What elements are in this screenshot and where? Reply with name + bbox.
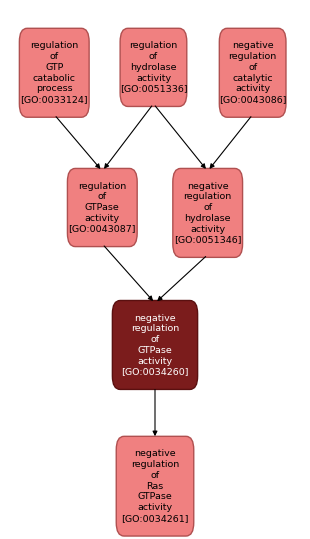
Text: negative
regulation
of
hydrolase
activity
[GO:0051346]: negative regulation of hydrolase activit… <box>174 182 241 244</box>
FancyBboxPatch shape <box>116 437 194 536</box>
Text: negative
regulation
of
catalytic
activity
[GO:0043086]: negative regulation of catalytic activit… <box>219 42 286 104</box>
FancyBboxPatch shape <box>112 301 198 389</box>
FancyBboxPatch shape <box>120 28 187 107</box>
Text: regulation
of
GTP
catabolic
process
[GO:0033124]: regulation of GTP catabolic process [GO:… <box>20 42 88 104</box>
FancyBboxPatch shape <box>219 28 286 118</box>
Text: regulation
of
hydrolase
activity
[GO:0051336]: regulation of hydrolase activity [GO:005… <box>120 42 187 93</box>
FancyBboxPatch shape <box>173 168 242 258</box>
Text: negative
regulation
of
GTPase
activity
[GO:0034260]: negative regulation of GTPase activity [… <box>121 314 189 376</box>
Text: negative
regulation
of
Ras
GTPase
activity
[GO:0034261]: negative regulation of Ras GTPase activi… <box>121 450 189 523</box>
FancyBboxPatch shape <box>19 28 89 118</box>
Text: regulation
of
GTPase
activity
[GO:0043087]: regulation of GTPase activity [GO:004308… <box>69 182 136 233</box>
FancyBboxPatch shape <box>68 168 137 247</box>
